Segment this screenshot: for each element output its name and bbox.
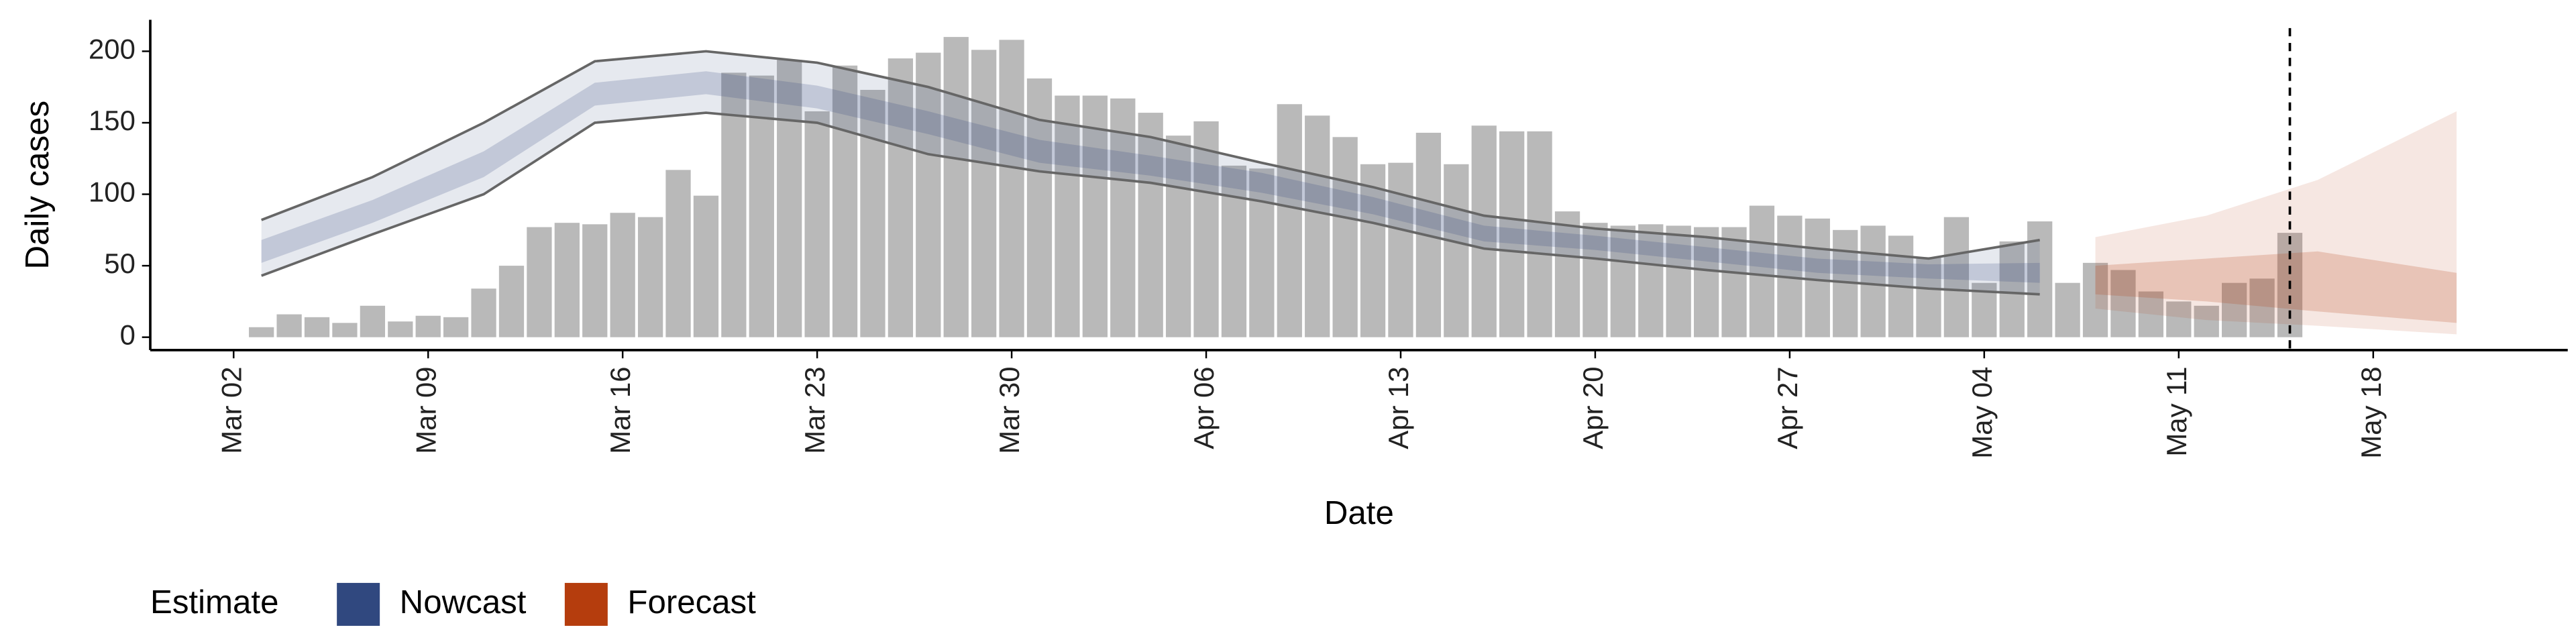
y-tick-label: 50 xyxy=(104,248,136,279)
x-tick-label: Mar 09 xyxy=(410,366,441,453)
bar xyxy=(1666,225,1691,337)
bar xyxy=(582,224,608,337)
x-tick-label: May 04 xyxy=(1966,366,1998,458)
bar xyxy=(637,217,663,337)
y-axis-label: Daily cases xyxy=(19,101,56,270)
bar xyxy=(804,111,830,337)
bar xyxy=(860,89,885,337)
x-tick-label: May 11 xyxy=(2161,366,2192,456)
bar xyxy=(1610,225,1635,337)
bar xyxy=(832,65,858,337)
bar xyxy=(1055,95,1080,337)
legend-swatch xyxy=(564,582,608,626)
bar xyxy=(443,317,469,337)
bar xyxy=(1138,113,1163,337)
y-tick-label: 150 xyxy=(89,105,136,136)
bar xyxy=(2249,278,2275,337)
bar xyxy=(1305,115,1330,337)
bar xyxy=(1444,164,1469,337)
bar xyxy=(1805,218,1830,337)
bar xyxy=(1165,136,1191,337)
bar xyxy=(1499,131,1525,337)
bar xyxy=(471,288,496,337)
bar xyxy=(1916,257,1941,337)
bar xyxy=(999,40,1024,337)
bar xyxy=(388,321,413,337)
x-tick-label: Mar 02 xyxy=(215,366,247,453)
bar xyxy=(1582,223,1608,337)
bar xyxy=(1193,121,1219,337)
bar xyxy=(1554,211,1580,337)
bar xyxy=(971,50,997,337)
y-tick-label: 200 xyxy=(89,33,136,64)
x-tick-label: Apr 13 xyxy=(1383,366,1414,449)
legend-title: Estimate xyxy=(150,584,278,621)
bar xyxy=(1388,162,1413,337)
y-tick-label: 0 xyxy=(120,319,136,351)
bar xyxy=(249,327,274,337)
bar xyxy=(1693,227,1719,337)
bound-line xyxy=(261,111,2040,296)
bar xyxy=(1999,241,2025,337)
x-tick-label: May 18 xyxy=(2355,366,2387,458)
bar xyxy=(1360,164,1386,337)
bar xyxy=(498,266,525,337)
legend-swatch xyxy=(337,582,380,626)
bar xyxy=(2194,305,2219,337)
bar xyxy=(943,37,969,337)
x-axis-label: Date xyxy=(1324,494,1394,531)
bar xyxy=(527,227,552,337)
bar xyxy=(888,58,914,337)
bar xyxy=(276,314,302,337)
bar xyxy=(693,195,719,337)
band-50 xyxy=(261,71,2040,283)
bar xyxy=(1110,98,1136,337)
band-50 xyxy=(2095,251,2457,323)
bar xyxy=(1638,224,1664,337)
bar xyxy=(1527,131,1552,337)
bar xyxy=(2166,301,2192,337)
bound-line xyxy=(261,50,2040,260)
bar xyxy=(360,305,386,337)
band-90 xyxy=(2095,111,2457,335)
bar xyxy=(2055,282,2080,337)
bar xyxy=(554,223,580,337)
bar xyxy=(332,323,358,337)
bar xyxy=(1332,137,1358,337)
bar xyxy=(304,317,330,337)
x-tick-label: Mar 23 xyxy=(799,366,830,453)
bar xyxy=(1082,95,1108,337)
bar xyxy=(1943,217,1970,337)
bar xyxy=(610,213,635,337)
x-tick-label: Mar 30 xyxy=(994,366,1025,453)
legend-label: Nowcast xyxy=(400,584,527,621)
bar xyxy=(2082,262,2108,337)
bar xyxy=(2138,291,2164,337)
bar xyxy=(1860,225,1886,337)
bar xyxy=(1721,227,1747,337)
bar xyxy=(2221,282,2247,337)
bar xyxy=(2110,270,2136,337)
bar xyxy=(1277,104,1302,337)
legend-label: Forecast xyxy=(627,584,756,621)
bar xyxy=(916,52,941,337)
bar xyxy=(415,315,441,337)
x-tick-label: Apr 27 xyxy=(1772,366,1803,449)
y-tick-label: 100 xyxy=(89,176,136,208)
bar xyxy=(1249,168,1275,337)
x-tick-label: Mar 16 xyxy=(604,366,636,453)
bar xyxy=(1471,125,1497,337)
bar xyxy=(777,60,802,337)
x-tick-label: Apr 20 xyxy=(1577,366,1609,449)
bar xyxy=(1749,205,1775,337)
x-tick-label: Apr 06 xyxy=(1188,366,1220,449)
bar xyxy=(665,170,691,337)
